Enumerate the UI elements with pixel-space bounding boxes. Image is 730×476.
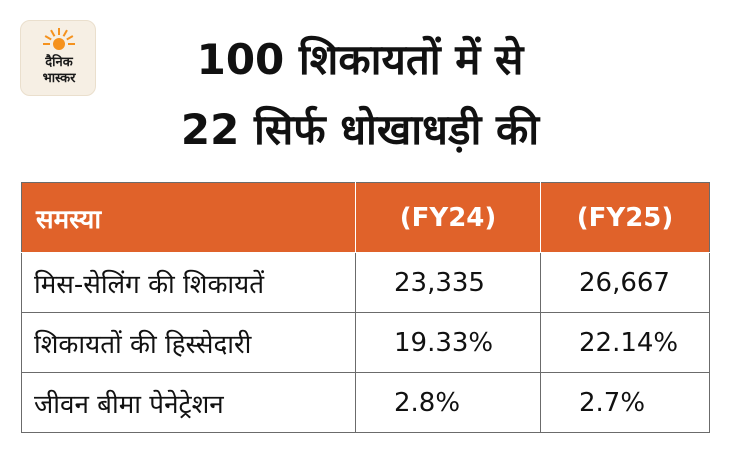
complaints-table: समस्या (FY24) (FY25) मिस-सेलिंग की शिकाय… xyxy=(21,182,710,433)
table-row: शिकायतों की हिस्सेदारी 19.33% 22.14% xyxy=(21,312,710,373)
logo-text-line-1: दैनिक xyxy=(45,55,73,70)
cell-fy25: 26,667 xyxy=(540,252,710,313)
table-row: मिस-सेलिंग की शिकायतें 23,335 26,667 xyxy=(21,252,710,313)
row-label-mis-selling: मिस-सेलिंग की शिकायतें xyxy=(21,252,356,313)
row-label-complaint-share: शिकायतों की हिस्सेदारी xyxy=(21,312,356,373)
table-row: जीवन बीमा पेनेट्रेशन 2.8% 2.7% xyxy=(21,372,710,433)
row-label-insurance-penetration: जीवन बीमा पेनेट्रेशन xyxy=(21,372,356,433)
column-header-fy25: (FY25) xyxy=(540,182,710,253)
cell-fy25: 2.7% xyxy=(540,372,710,433)
logo-text-line-2: भास्कर xyxy=(42,71,76,86)
headline-line-2: 22 सिर्फ धोखाधड़ी की xyxy=(180,105,540,154)
headline-line-1: 100 शिकायतों में से xyxy=(196,35,524,84)
cell-fy25: 22.14% xyxy=(540,312,710,373)
dainik-bhaskar-logo: दैनिक भास्कर xyxy=(20,20,96,96)
column-header-fy24: (FY24) xyxy=(355,182,541,253)
sun-icon xyxy=(43,28,75,50)
cell-fy24: 23,335 xyxy=(355,252,541,313)
column-header-problem: समस्या xyxy=(21,182,356,253)
cell-fy24: 19.33% xyxy=(355,312,541,373)
cell-fy24: 2.8% xyxy=(355,372,541,433)
table-header-row: समस्या (FY24) (FY25) xyxy=(21,182,710,253)
